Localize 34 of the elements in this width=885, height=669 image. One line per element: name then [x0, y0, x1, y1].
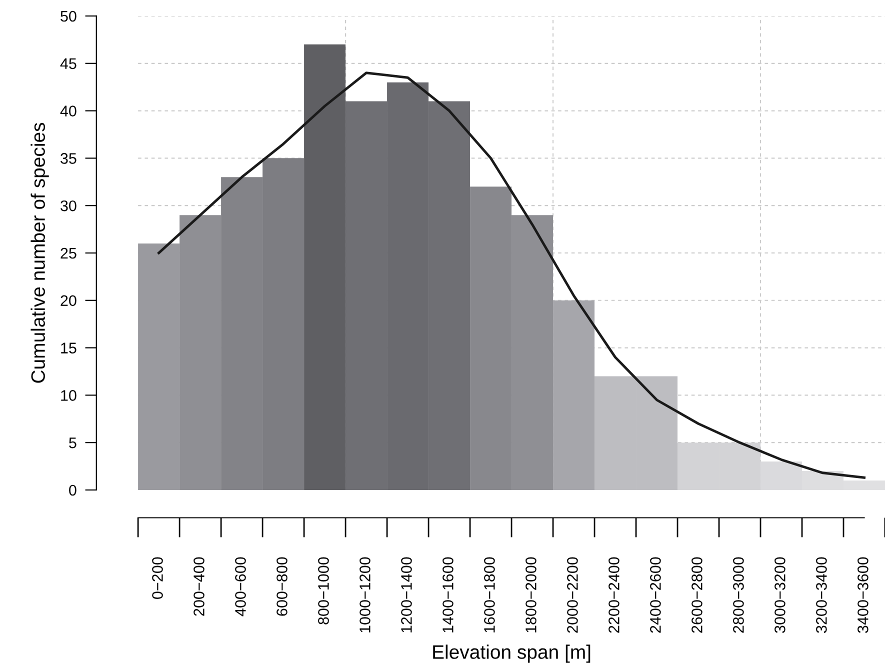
- x-tick-label: 400−600: [235, 557, 246, 616]
- x-tick-label: 0−200: [152, 557, 163, 599]
- x-axis-title: Elevation span [m]: [433, 644, 590, 663]
- y-tick-label: 0: [69, 484, 76, 496]
- x-tick-label: 1200−1400: [401, 557, 412, 632]
- y-tick-label: 10: [61, 390, 76, 401]
- x-tick-label: 2800−3000: [733, 557, 744, 633]
- y-tick-label: 50: [60, 10, 76, 22]
- y-tick-label: 40: [60, 106, 76, 116]
- x-tick-label: 3000−3200: [774, 557, 786, 633]
- y-tick-label: 15: [61, 342, 76, 354]
- y-tick-label: 45: [60, 58, 76, 70]
- y-tick-label: 30: [60, 200, 76, 212]
- x-tick-label: 600−800: [276, 557, 288, 616]
- y-tick-label: 35: [60, 153, 76, 164]
- x-tick-label: 3200−3400: [816, 557, 827, 633]
- x-tick-label: 1600−1800: [484, 557, 495, 632]
- x-tick-label: 1000−1200: [360, 557, 370, 632]
- x-tick-label: 1800−2000: [526, 557, 536, 632]
- x-tick-label: 2000−2200: [567, 557, 578, 633]
- bar: [553, 300, 595, 490]
- y-tick-label: 20: [60, 295, 76, 306]
- x-tick-label: 200−400: [194, 557, 204, 616]
- x-tick-label: 3400−3600: [858, 557, 868, 633]
- bar: [304, 44, 346, 490]
- y-tick-label: 25: [60, 248, 76, 259]
- x-tick-label: 1400−1600: [442, 557, 454, 632]
- y-tick-label: 5: [69, 438, 76, 448]
- y-axis-title: Cumulative number of species: [30, 122, 49, 383]
- x-tick-label: 2200−2400: [608, 557, 620, 633]
- x-tick-label: 2600−2800: [692, 557, 702, 633]
- line-series: [158, 72, 866, 479]
- x-tick-label: 800−1000: [318, 557, 329, 624]
- x-tick-label: 2400−2600: [650, 557, 661, 633]
